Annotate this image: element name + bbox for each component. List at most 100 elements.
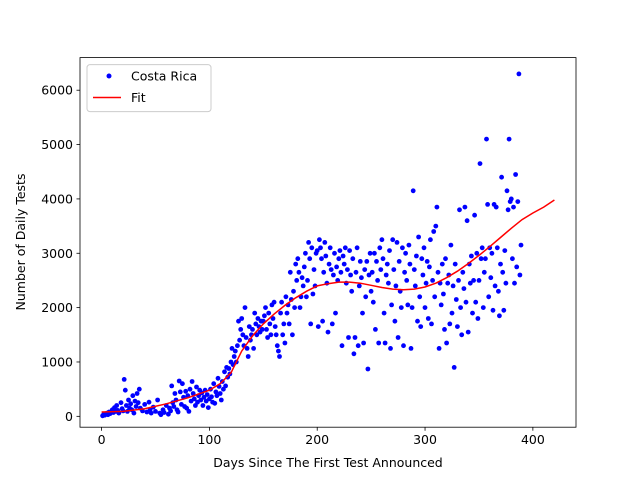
data-point	[504, 188, 510, 194]
data-point	[389, 302, 394, 308]
data-point	[187, 386, 193, 392]
data-point	[387, 248, 392, 254]
data-point	[386, 280, 391, 286]
data-point	[348, 272, 353, 278]
data-point	[319, 256, 324, 262]
y-tick-label: 1000	[41, 354, 73, 369]
data-point	[136, 386, 142, 392]
data-point	[250, 327, 255, 332]
data-point	[218, 397, 224, 403]
data-point	[326, 261, 332, 267]
plot-frame	[79, 57, 577, 428]
data-point	[443, 256, 448, 262]
data-point	[118, 400, 124, 406]
data-point	[463, 299, 469, 305]
data-point	[232, 348, 238, 354]
data-point	[465, 329, 471, 335]
data-point	[274, 343, 280, 349]
data-point	[477, 161, 483, 167]
data-point	[122, 387, 128, 393]
data-point	[217, 391, 223, 396]
data-point	[506, 136, 512, 142]
data-point	[474, 250, 480, 256]
data-point	[439, 261, 445, 267]
data-point	[418, 324, 424, 329]
data-point	[306, 240, 311, 245]
data-point	[300, 283, 306, 289]
data-point	[212, 400, 218, 406]
data-point	[498, 261, 503, 267]
data-point	[265, 335, 270, 340]
data-point	[515, 199, 521, 205]
data-point	[391, 267, 397, 272]
data-point	[253, 321, 259, 327]
data-point	[430, 278, 435, 283]
data-point	[279, 299, 284, 305]
x-tick-label: 300	[413, 432, 437, 447]
data-point	[360, 310, 365, 316]
data-point	[209, 394, 214, 400]
data-point	[406, 242, 412, 248]
data-point	[490, 307, 496, 313]
data-point	[432, 294, 438, 300]
data-point	[501, 307, 507, 313]
data-point	[462, 204, 468, 210]
data-point	[134, 391, 140, 396]
data-point	[226, 366, 232, 371]
data-point	[299, 275, 305, 281]
legend-label-fit: Fit	[131, 90, 146, 105]
data-point	[355, 343, 361, 349]
data-point	[481, 269, 487, 275]
data-point	[449, 310, 455, 316]
data-point	[499, 174, 504, 180]
data-point	[180, 381, 185, 387]
legend-marker-costa-rica	[106, 73, 112, 79]
data-point	[325, 329, 331, 335]
data-point	[201, 394, 207, 400]
data-point	[126, 397, 131, 403]
data-point	[357, 259, 363, 264]
data-point	[369, 269, 375, 275]
data-point	[114, 403, 120, 408]
data-point	[512, 280, 517, 286]
data-point	[414, 253, 419, 259]
data-point	[328, 267, 334, 272]
data-point	[231, 354, 237, 359]
data-point	[305, 278, 310, 283]
data-point	[383, 272, 389, 278]
data-point	[365, 366, 371, 372]
data-point	[459, 332, 465, 338]
y-tick-label: 6000	[41, 83, 73, 98]
data-point	[476, 278, 482, 283]
data-point	[191, 396, 197, 402]
data-point	[456, 278, 461, 283]
data-point	[332, 250, 337, 256]
data-point	[493, 204, 499, 210]
data-point	[377, 245, 383, 251]
data-point	[320, 318, 325, 324]
data-point	[361, 340, 366, 346]
data-point	[142, 402, 148, 407]
data-point	[451, 365, 457, 370]
data-point	[271, 299, 277, 305]
data-point	[442, 327, 447, 332]
data-point	[310, 291, 316, 297]
data-point	[510, 256, 515, 262]
data-point	[242, 305, 248, 310]
data-point	[408, 346, 414, 351]
data-point	[417, 294, 423, 300]
data-point	[431, 229, 437, 234]
data-point	[317, 237, 322, 243]
data-point	[448, 242, 454, 248]
data-point	[438, 302, 444, 308]
data-point	[268, 332, 274, 338]
data-point	[133, 404, 139, 409]
data-point	[266, 310, 272, 316]
data-point	[153, 409, 158, 414]
data-point	[409, 305, 415, 310]
data-point	[308, 321, 314, 327]
data-point	[486, 294, 492, 300]
data-point	[452, 261, 458, 267]
data-point	[483, 256, 488, 262]
data-point	[349, 288, 355, 294]
